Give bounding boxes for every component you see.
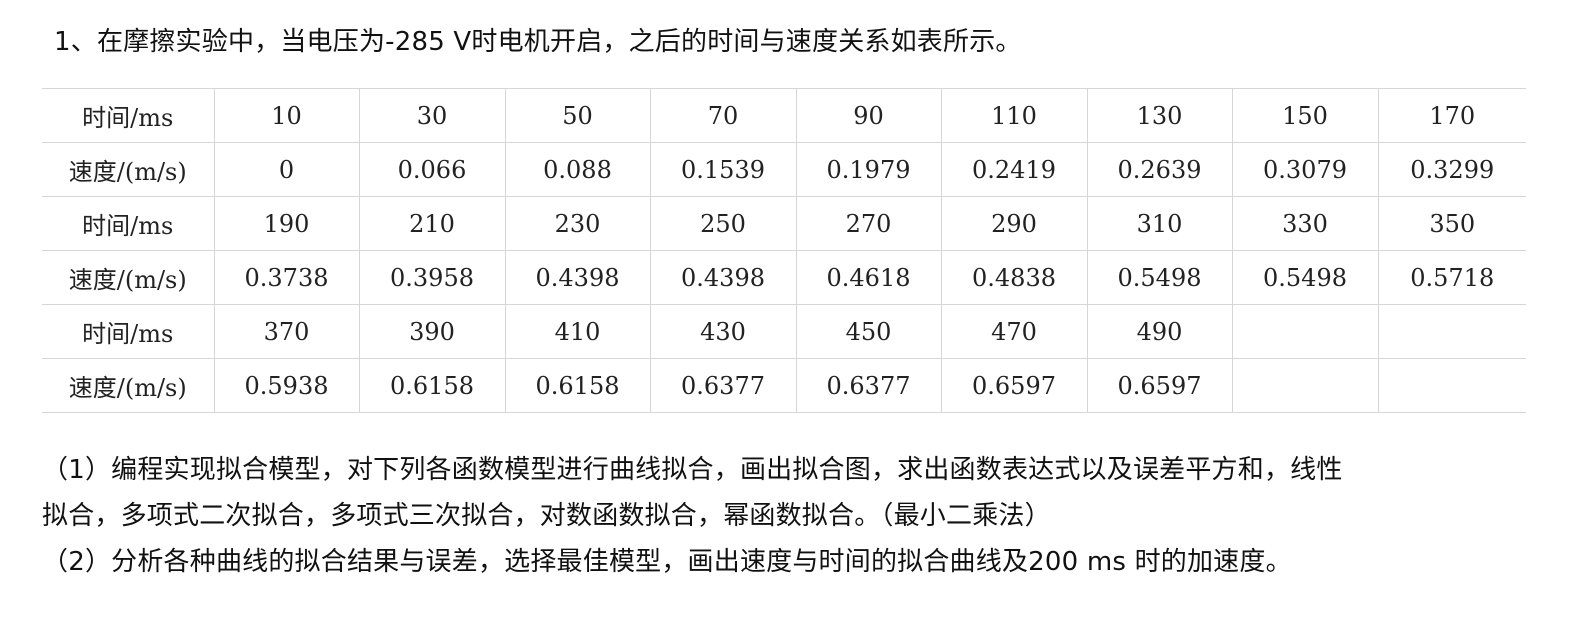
table-cell: 450 <box>795 304 942 359</box>
table-cell: 0.5498 <box>1086 250 1233 305</box>
table-cell: 0.3299 <box>1377 142 1526 197</box>
table-cell <box>1231 304 1379 359</box>
table-cell: 30 <box>358 88 506 143</box>
table-cell: 470 <box>940 304 1088 359</box>
table-cell: 0.6377 <box>795 358 942 413</box>
table-cell: 150 <box>1231 88 1379 143</box>
task-2-text: （2）分析各种曲线的拟合结果与误差，选择最佳模型，画出速度与时间的拟合曲线及20… <box>42 547 1292 577</box>
table-cell: 0.4398 <box>504 250 651 305</box>
table-cell: 0.2419 <box>940 142 1088 197</box>
table-cell: 410 <box>504 304 651 359</box>
table-row: 时间/ms 190 210 230 250 270 290 310 330 350 <box>42 196 1526 251</box>
table-cell: 0.4618 <box>795 250 942 305</box>
table-cell: 0.066 <box>358 142 506 197</box>
table-row: 速度/(m/s) 0 0.066 0.088 0.1539 0.1979 0.2419 0.2… <box>42 142 1526 197</box>
table-row-label: 速度/(m/s) <box>42 250 215 305</box>
table-cell: 270 <box>795 196 942 251</box>
table-cell: 110 <box>940 88 1088 143</box>
table-cell: 0.1539 <box>649 142 797 197</box>
table-cell: 0.4398 <box>649 250 797 305</box>
table-cell: 0 <box>213 142 360 197</box>
table-row-label: 速度/(m/s) <box>42 358 215 413</box>
table-cell: 370 <box>213 304 360 359</box>
table-cell: 350 <box>1377 196 1526 251</box>
table-cell: 0.1979 <box>795 142 942 197</box>
table-row: 时间/ms 370 390 410 430 450 470 490 <box>42 304 1526 359</box>
table-cell: 0.3958 <box>358 250 506 305</box>
table-cell: 10 <box>213 88 360 143</box>
table-row-label: 速度/(m/s) <box>42 142 215 197</box>
table-cell: 0.5718 <box>1377 250 1526 305</box>
table-cell: 70 <box>649 88 797 143</box>
table-cell: 0.6597 <box>1086 358 1233 413</box>
table-cell: 0.5938 <box>213 358 360 413</box>
table-cell <box>1377 304 1526 359</box>
task-1-line-2: 拟合，多项式二次拟合，多项式三次拟合，对数函数拟合，幂函数拟合。（最小二乘法） <box>42 501 1051 531</box>
table-row-label: 时间/ms <box>42 304 215 359</box>
table-cell <box>1231 358 1379 413</box>
table-cell: 310 <box>1086 196 1233 251</box>
table-cell: 330 <box>1231 196 1379 251</box>
table-cell: 0.4838 <box>940 250 1088 305</box>
table-row-label: 时间/ms <box>42 196 215 251</box>
table-cell: 390 <box>358 304 506 359</box>
table-body: 时间/ms 10 30 50 70 90 110 130 150 170 速度/(m/s) 0 0.06… <box>42 88 1526 413</box>
table-cell: 0.6158 <box>358 358 506 413</box>
table-cell: 0.6158 <box>504 358 651 413</box>
table-cell: 0.088 <box>504 142 651 197</box>
table-cell: 190 <box>213 196 360 251</box>
table-cell: 0.5498 <box>1231 250 1379 305</box>
table-cell: 0.6597 <box>940 358 1088 413</box>
problem-intro: 1、在摩擦实验中，当电压为-285 V时电机开启，之后的时间与速度关系如表所示。 <box>54 27 1022 57</box>
task-1-line-1: （1）编程实现拟合模型，对下列各函数模型进行曲线拟合，画出拟合图，求出函数表达式… <box>42 455 1343 485</box>
task-1-text: （1）编程实现拟合模型，对下列各函数模型进行曲线拟合，画出拟合图，求出函数表达式… <box>42 447 1522 539</box>
table-cell <box>1377 358 1526 413</box>
table-cell: 0.6377 <box>649 358 797 413</box>
table-cell: 0.3079 <box>1231 142 1379 197</box>
table-cell: 490 <box>1086 304 1233 359</box>
table-cell: 290 <box>940 196 1088 251</box>
table-row: 速度/(m/s) 0.3738 0.3958 0.4398 0.4398 0.4618 0.… <box>42 250 1526 305</box>
table-cell: 90 <box>795 88 942 143</box>
table-row: 时间/ms 10 30 50 70 90 110 130 150 170 <box>42 88 1526 143</box>
time-speed-table: 时间/ms 10 30 50 70 90 110 130 150 170 速度/(m/s) 0 0.06… <box>42 88 1526 413</box>
table-cell: 210 <box>358 196 506 251</box>
table-cell: 230 <box>504 196 651 251</box>
table-cell: 50 <box>504 88 651 143</box>
table-cell: 430 <box>649 304 797 359</box>
table-cell: 170 <box>1377 88 1526 143</box>
table-row-label: 时间/ms <box>42 88 215 143</box>
table-row: 速度/(m/s) 0.5938 0.6158 0.6158 0.6377 0.6377 0.… <box>42 358 1526 413</box>
table-cell: 0.2639 <box>1086 142 1233 197</box>
table-cell: 130 <box>1086 88 1233 143</box>
table-cell: 0.3738 <box>213 250 360 305</box>
table-cell: 250 <box>649 196 797 251</box>
